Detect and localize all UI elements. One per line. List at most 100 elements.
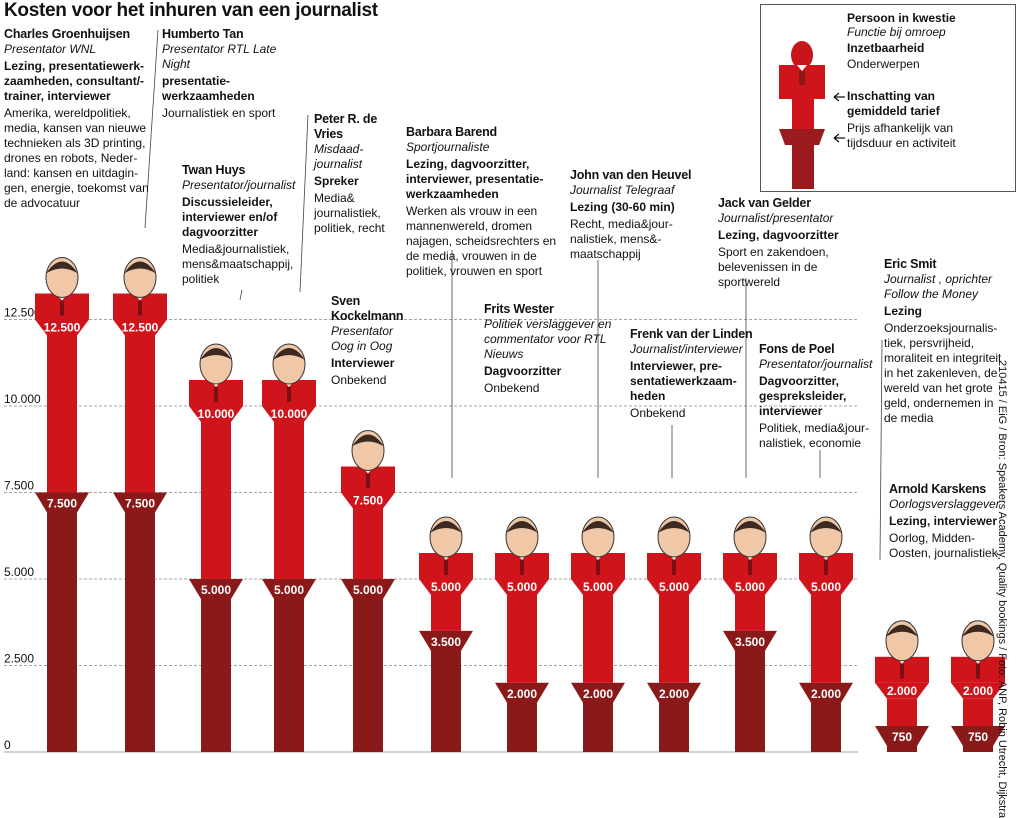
person-hair: [734, 521, 766, 533]
person-function: Oorlogsverslaggever: [889, 497, 1000, 511]
y-tick-label: 10.000: [4, 392, 41, 406]
y-tick-label: 5.000: [4, 565, 34, 579]
person-hair: [962, 624, 994, 637]
person-hair: [582, 521, 614, 533]
max-value-label: 5.000: [583, 580, 613, 594]
min-value-label: 5.000: [353, 583, 383, 597]
person-label: Sven Kockelmann Presentator Oog in Oog I…: [331, 294, 411, 388]
bar-min: [274, 597, 304, 752]
person-hair: [124, 261, 156, 274]
tie: [214, 387, 218, 402]
person-function: Presentator/journalist: [759, 357, 873, 371]
bar-min-cap: [723, 630, 777, 651]
person-availability: Lezing, dagvoorzitter, interviewer, pres…: [406, 157, 544, 201]
person-label: Frenk van der Linden Journalist/intervie…: [630, 327, 754, 421]
bar-min: [963, 744, 993, 752]
person-name: Fons de Poel: [759, 342, 835, 356]
person-topics: Oorlog, Midden-Oosten, journalistiek: [889, 531, 998, 560]
bar-max-cap: [113, 319, 167, 336]
bar-min-cap: [875, 726, 929, 747]
person-function: Sportjournaliste: [406, 140, 490, 154]
bar-max-cap: [189, 406, 243, 422]
min-value-label: 5.000: [274, 583, 304, 597]
person-topics: Sport en zakendoen, belevenissen in de s…: [718, 245, 829, 289]
bar-max: [125, 335, 155, 493]
person-label: John van den Heuvel Journalist Telegraaf…: [570, 168, 710, 262]
bar-min: [125, 510, 155, 752]
leader-line: [299, 114, 309, 293]
person-label: Fons de Poel Presentator/journalist Dagv…: [759, 342, 883, 451]
person-label: Frits Wester Politiek verslaggever en co…: [484, 302, 624, 396]
person-function: Journalist/presentator: [718, 211, 834, 225]
bar-min: [887, 744, 917, 752]
person-availability: Spreker: [314, 174, 359, 188]
bar-max-cap: [875, 682, 929, 699]
bar-min-cap: [341, 579, 395, 599]
leader-line: [144, 29, 159, 229]
person-name: Barbara Barend: [406, 125, 497, 139]
legend-range: Prijs afhankelijk van tijdsduur en activ…: [847, 121, 956, 150]
y-tick-label: 2.500: [4, 652, 34, 666]
y-tick-label: 12.500: [4, 306, 41, 320]
min-value-label: 7.500: [125, 497, 155, 511]
legend-function: Functie bij omroep: [847, 25, 946, 39]
person-label: Jack van Gelder Journalist/presentator L…: [718, 196, 854, 290]
bar-max: [811, 595, 841, 683]
person-name: Frits Wester: [484, 302, 554, 316]
min-value-label: 7.500: [47, 497, 77, 511]
min-value-label: 3.500: [735, 635, 765, 649]
tie: [60, 300, 64, 316]
bar-max-cap: [341, 492, 395, 509]
tie: [287, 387, 291, 402]
bar-min-cap: [262, 579, 316, 599]
tie: [976, 663, 980, 679]
bar-min: [507, 700, 537, 752]
max-value-label: 5.000: [735, 580, 765, 594]
person-availability: Lezing, dagvoorzitter: [718, 228, 839, 242]
min-value-label: 5.000: [201, 583, 231, 597]
person-availability: Lezing: [884, 304, 922, 318]
legend-box: Persoon in kwestie Functie bij omroep In…: [760, 4, 1016, 192]
bar-max: [659, 595, 689, 683]
bar-min: [353, 597, 383, 752]
bar-max-cap: [723, 579, 777, 595]
person-hair: [886, 624, 918, 637]
bar-max-cap: [262, 406, 316, 422]
bar-min: [583, 700, 613, 752]
person-function: Presentator RTL Late Night: [162, 42, 277, 71]
person-name: Jack van Gelder: [718, 196, 811, 210]
bar-max: [735, 595, 765, 631]
person-name: Frenk van der Linden: [630, 327, 753, 341]
tie: [444, 560, 448, 575]
y-tick-label: 0: [4, 738, 11, 752]
person-function: Politiek verslaggever en commentator voo…: [484, 317, 612, 361]
person-function: Presentator WNL: [4, 42, 97, 56]
bar-max: [507, 595, 537, 683]
bar-max: [887, 698, 917, 727]
tie: [596, 560, 600, 575]
max-value-label: 2.000: [963, 684, 993, 698]
person-name: Charles Groenhuijsen: [4, 27, 130, 41]
person-availability: Lezing (30-60 min): [570, 200, 675, 214]
bar-min-cap: [419, 630, 473, 651]
bar-min-cap: [951, 726, 1005, 747]
person-function: Journalist Telegraaf: [570, 183, 675, 197]
person-availability: Interviewer, pre­sentatiewerkzaam­heden: [630, 359, 737, 403]
person-availability: Dagvoorzitter, gespreksleider, interview…: [759, 374, 847, 418]
bar-max-cap: [35, 319, 89, 336]
person-function: Journalist/interviewer: [630, 342, 743, 356]
bar-max: [274, 422, 304, 579]
bar-min: [811, 700, 841, 752]
bar-max: [583, 595, 613, 683]
y-tick-label: 7.500: [4, 479, 34, 493]
min-value-label: 2.000: [811, 687, 841, 701]
bar-min: [431, 648, 461, 752]
legend-name: Persoon in kwestie: [847, 11, 956, 25]
bar-max-cap: [951, 682, 1005, 699]
person-availability: Interviewer: [331, 356, 395, 370]
person-topics: Onbekend: [484, 381, 540, 395]
bar-min-cap: [647, 682, 701, 703]
bar-min-cap: [495, 682, 549, 703]
person-availability: Lezing, interviewer: [889, 514, 998, 528]
tie: [824, 560, 828, 575]
